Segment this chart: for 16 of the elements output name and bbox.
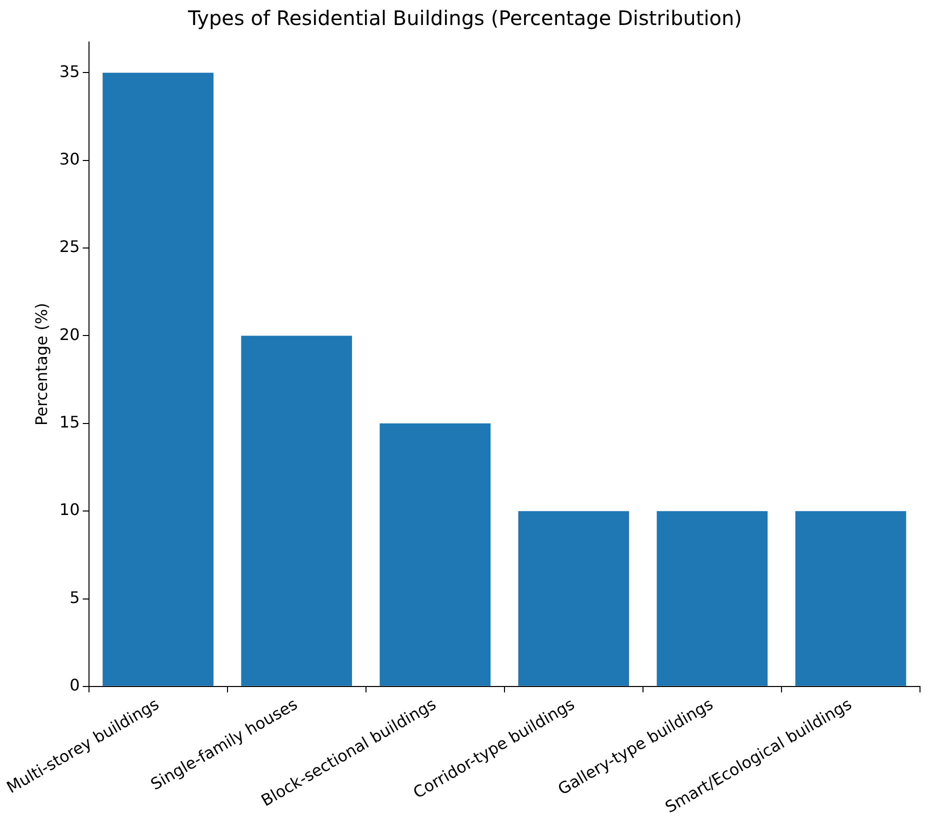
y-tick-label: 15 [59,412,80,432]
y-tick-label: 35 [59,62,80,81]
y-tick-label: 30 [59,150,80,169]
y-tick-label: 25 [59,237,80,256]
bar [656,511,768,686]
bar [518,511,630,686]
bar [380,423,491,686]
y-axis-title: Percentage (%) [32,302,51,426]
y-tick-label: 20 [59,324,80,344]
bar [102,72,214,686]
bar [795,511,906,686]
bar [241,336,352,686]
y-tick-label: 10 [59,500,80,520]
y-tick-label: 0 [70,676,80,695]
y-tick-label: 5 [70,588,80,607]
chart-title: Types of Residential Buildings (Percentage Distribution) [187,6,742,30]
